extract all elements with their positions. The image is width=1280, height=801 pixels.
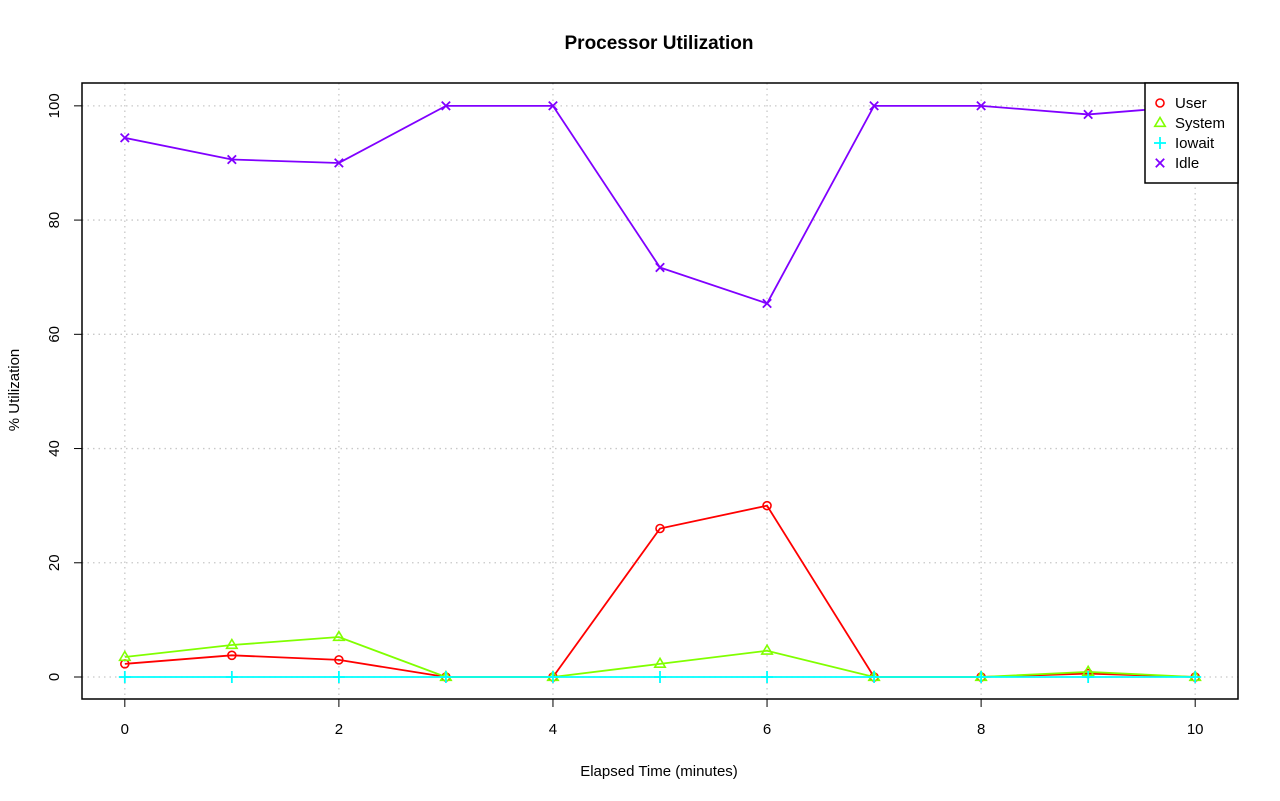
- plot-frame: [81, 82, 1239, 700]
- legend-marker-iowait: [1154, 137, 1166, 149]
- data-point-system: [332, 629, 346, 642]
- y-tick-label: 20: [46, 554, 63, 571]
- series-line-user: [124, 504, 1196, 678]
- series-iowait: [118, 671, 1202, 684]
- series-line-idle: [124, 104, 1196, 305]
- data-point-system: [760, 643, 774, 655]
- series-user: [120, 500, 1200, 682]
- x-axis-label: Elapsed Time (minutes): [580, 763, 738, 780]
- legend: User System Iowait Idle: [1144, 82, 1239, 184]
- data-point-iowait: [225, 671, 238, 684]
- data-point-system: [118, 649, 132, 662]
- data-point-idle: [1083, 109, 1093, 120]
- legend-item-user: User: [1155, 95, 1207, 112]
- legend-label-system: System: [1175, 115, 1225, 132]
- y-tick-label: 40: [46, 440, 63, 457]
- y-axis-label: % Utilization: [6, 349, 23, 432]
- data-point-idle: [227, 154, 237, 165]
- data-point-iowait: [761, 671, 774, 684]
- data-point-system: [653, 656, 667, 668]
- y-tick-label: 80: [46, 212, 63, 229]
- data-point-idle: [119, 132, 130, 143]
- data-point-idle: [548, 101, 558, 111]
- series-lines: [118, 101, 1202, 684]
- legend-item-system: System: [1153, 115, 1225, 132]
- legend-label-iowait: Iowait: [1175, 135, 1215, 152]
- legend-marker-user: [1155, 98, 1165, 108]
- data-point-iowait: [439, 671, 452, 684]
- data-point-iowait: [654, 671, 666, 684]
- x-tick-label: 2: [335, 721, 343, 738]
- data-point-system: [225, 637, 239, 650]
- data-point-iowait: [546, 671, 559, 684]
- legend-label-user: User: [1175, 95, 1207, 112]
- legend-marker-system: [1153, 115, 1167, 128]
- y-tick-label: 100: [46, 93, 63, 118]
- data-point-idle: [334, 158, 344, 168]
- legend-item-iowait: Iowait: [1154, 135, 1215, 152]
- data-point-iowait: [975, 671, 988, 684]
- data-point-iowait: [332, 671, 345, 684]
- x-tick-label: 0: [121, 721, 129, 738]
- data-point-user: [227, 650, 237, 661]
- data-point-iowait: [1189, 671, 1202, 684]
- data-point-user: [762, 500, 772, 511]
- data-point-iowait: [1082, 671, 1095, 684]
- data-point-idle: [655, 262, 665, 273]
- x-tick-label: 10: [1187, 721, 1204, 738]
- data-point-idle: [762, 298, 772, 309]
- x-tick-label: 6: [763, 721, 771, 738]
- legend-item-idle: Idle: [1155, 155, 1199, 172]
- data-point-idle: [976, 101, 986, 111]
- data-point-iowait: [868, 671, 881, 684]
- chart-title: Processor Utilization: [565, 33, 754, 54]
- y-tick-label: 60: [46, 326, 63, 343]
- y-tick-label: 0: [46, 673, 63, 681]
- data-point-idle: [441, 101, 451, 111]
- series-line-system: [124, 636, 1196, 678]
- data-point-idle: [869, 101, 879, 111]
- legend-marker-idle: [1155, 158, 1165, 168]
- grid: [82, 83, 1238, 699]
- x-tick-label: 4: [549, 721, 557, 738]
- legend-label-idle: Idle: [1175, 155, 1199, 172]
- series-idle: [119, 101, 1201, 309]
- data-point-iowait: [118, 671, 131, 684]
- data-point-user: [334, 655, 344, 665]
- x-tick-label: 8: [977, 721, 985, 738]
- data-point-user: [655, 523, 665, 534]
